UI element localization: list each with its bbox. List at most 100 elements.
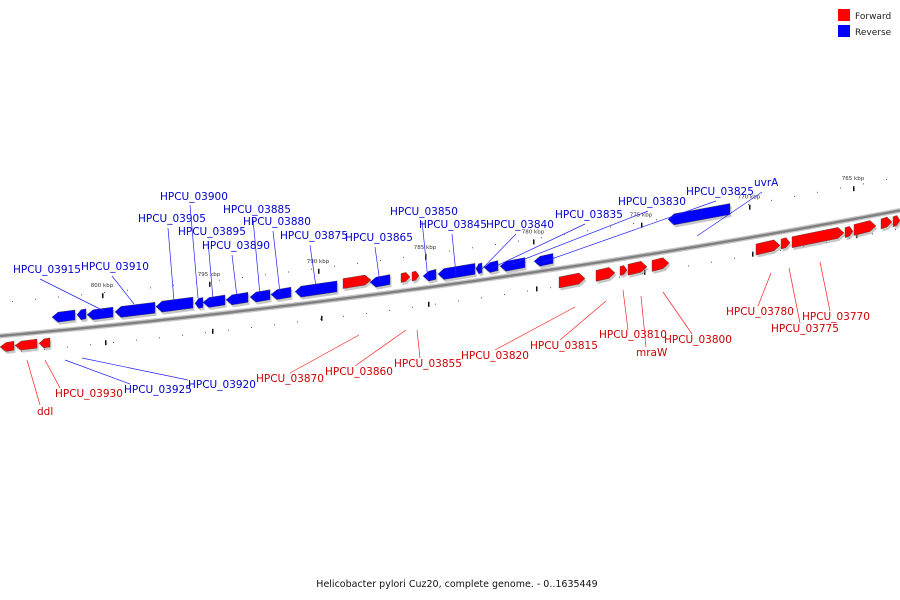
gene-arrow: [667, 203, 731, 226]
gene-leader-line: [757, 272, 772, 307]
gene-label: HPCU_03905: [138, 213, 206, 225]
scale-dot: [58, 296, 59, 298]
gene-leader-line: [111, 275, 135, 305]
scale-tick-label: 800 kbp: [91, 283, 114, 289]
gene-label-group: HPCU_03815: [530, 300, 607, 352]
scale-dot: [228, 329, 229, 331]
legend-forward-label: Forward: [855, 12, 891, 22]
gene-arrow: [249, 289, 271, 303]
gene-label-group: HPCU_03865: [345, 232, 413, 284]
scale-dot: [734, 257, 735, 259]
gene-reverse: [294, 280, 339, 300]
gene-label: HPCU_03875: [280, 230, 348, 242]
scale-dot: [403, 256, 404, 258]
gene-label: HPCU_03835: [555, 209, 623, 221]
gene-label: HPCU_03895: [178, 226, 246, 238]
gene-label: HPCU_03885: [223, 204, 291, 216]
gene-label-group: HPCU_03810: [599, 289, 667, 341]
gene-leader-line: [542, 200, 717, 263]
scale-dot: [136, 339, 137, 341]
gene-label: HPCU_03855: [394, 358, 462, 370]
gene-arrow: [853, 220, 877, 236]
scale-dot: [81, 294, 82, 296]
gene-label: HPCU_03920: [188, 379, 256, 391]
scale-tick: [209, 281, 211, 287]
gene-arrow: [437, 263, 476, 280]
gene-leader-line: [231, 254, 238, 298]
gene-label-group: HPCU_03800: [662, 291, 732, 346]
scale-dot: [872, 233, 873, 235]
gene-arrow: [791, 227, 845, 248]
scale-dot: [895, 229, 896, 231]
gene-forward: [853, 220, 878, 239]
gene-label: HPCU_03865: [345, 232, 413, 244]
scale-tick: [533, 239, 535, 245]
scale-dot: [343, 315, 344, 317]
scale-dot: [817, 191, 818, 193]
gene-label: HPCU_03825: [686, 186, 754, 198]
gene-leader-line: [451, 233, 457, 275]
gene-label-group: HPCU_03880: [243, 216, 311, 294]
scale-dot: [67, 346, 68, 348]
gene-leader-line: [354, 329, 407, 367]
gene-arrow: [400, 272, 411, 283]
gene-reverse: [483, 260, 500, 276]
gene-reverse: [270, 286, 293, 303]
gene-leader-line: [272, 230, 281, 294]
gene-reverse: [422, 269, 438, 284]
gene-arrow: [38, 337, 51, 349]
gene-label-group: HPCU_03860: [325, 329, 407, 378]
gene-arrow: [755, 239, 781, 256]
gene-label: HPCU_03880: [243, 216, 311, 228]
scale-dot: [274, 324, 275, 326]
gene-reverse: [225, 292, 250, 308]
gene-leader-line: [189, 204, 199, 299]
scale-dot: [481, 297, 482, 299]
scale-tick-label: 765 kbp: [842, 176, 865, 182]
gene-label-group: HPCU_03925: [64, 359, 192, 396]
gene-forward: [880, 216, 894, 232]
gene-label-group: HPCU_03915: [13, 264, 105, 312]
gene-label: HPCU_03845: [419, 219, 487, 231]
scale-dot: [113, 342, 114, 343]
gene-label-group: ddl: [26, 359, 53, 418]
gene-reverse: [114, 302, 157, 320]
gene-leader-line: [207, 240, 214, 300]
scale-dot: [449, 250, 450, 252]
gene-label-group: HPCU_03890: [202, 240, 270, 298]
gene-label-group: HPCU_03875: [280, 230, 348, 288]
scale-dot: [633, 223, 634, 224]
gene-label-group: HPCU_03870: [256, 334, 360, 385]
scale-dot: [173, 284, 174, 286]
gene-label-group: HPCU_03845: [419, 219, 487, 275]
gene-forward: [627, 261, 649, 278]
gene-arrow: [411, 270, 420, 282]
gene-arrow: [155, 296, 194, 313]
gene-label-group: HPCU_03820: [461, 306, 576, 362]
gene-arrow: [595, 267, 616, 282]
gene-leader-line: [167, 227, 175, 302]
gene-leader-line: [64, 359, 131, 385]
scale-tick: [105, 340, 107, 346]
gene-forward: [411, 270, 421, 284]
gene-label-group: HPCU_03905: [138, 213, 206, 302]
gene-leader-line: [662, 291, 693, 335]
gene-label: HPCU_03830: [618, 196, 686, 208]
gene-label: HPCU_03820: [461, 350, 529, 362]
gene-arrow: [76, 308, 87, 320]
scale-tick: [102, 293, 104, 299]
gene-forward: [892, 215, 900, 230]
gene-forward: [0, 340, 16, 354]
scale-dot: [242, 277, 243, 278]
gene-leader-line: [421, 220, 429, 281]
scale-dot: [35, 298, 36, 300]
scale-tick: [752, 251, 754, 257]
scale-dot: [495, 244, 496, 245]
scale-dot: [550, 287, 551, 289]
scale-tick: [321, 315, 323, 321]
gene-label: HPCU_03900: [160, 191, 228, 203]
gene-leader-line: [252, 218, 261, 296]
gene-label: HPCU_03775: [771, 323, 839, 335]
gene-label-group: HPCU_03895: [178, 226, 246, 300]
legend-reverse-label: Reverse: [855, 28, 892, 38]
